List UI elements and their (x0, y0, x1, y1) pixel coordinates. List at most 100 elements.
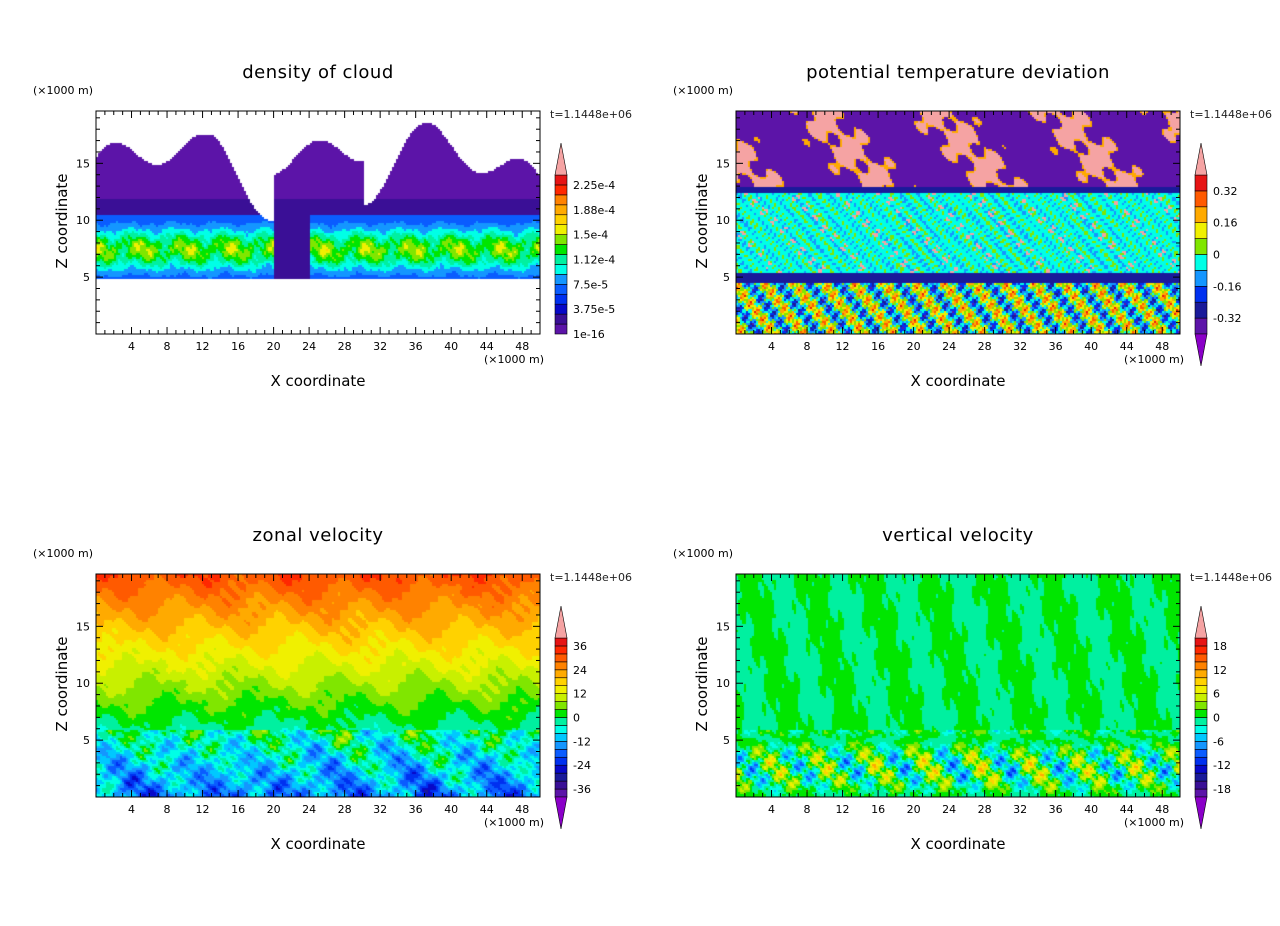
x-tick-label: 24 (302, 340, 316, 353)
colorbar-box (554, 274, 568, 285)
colorbar-box (554, 748, 568, 758)
x-tick-label: 28 (338, 340, 352, 353)
x-tick-label: 20 (267, 803, 281, 816)
x-tick-label: 4 (768, 340, 775, 353)
x-tick-label: 20 (907, 803, 921, 816)
colorbar-box (554, 204, 568, 216)
colorbar-label: 0 (1213, 712, 1220, 725)
colorbar-box (1194, 661, 1208, 671)
colorbar-box (554, 669, 568, 679)
colorbar-label: -6 (1213, 735, 1224, 748)
x-tick-label: 44 (480, 803, 494, 816)
colorbar-box (554, 725, 568, 734)
colorbar-box (554, 677, 568, 686)
colorbar-box (1194, 709, 1208, 718)
x-tick-label: 28 (978, 803, 992, 816)
x-tick-label: 20 (907, 340, 921, 353)
axes: 4 8 12 16 20 24 28 32 36 40 44 48510151e-163.75e-57… (76, 110, 615, 353)
colorbar-box (1194, 301, 1208, 319)
colorbar-box (1194, 222, 1208, 239)
colorbar-box (554, 293, 568, 305)
y-tick-label: 10 (716, 214, 730, 227)
x-tick-label: 48 (1155, 340, 1169, 353)
contour-field (96, 574, 540, 797)
x-tick-label: 12 (196, 340, 210, 353)
colorbar-label: -0.16 (1213, 280, 1241, 293)
x-tick-label: 32 (1013, 803, 1027, 816)
colorbar-label: -36 (573, 783, 591, 796)
colorbar-box (554, 693, 568, 702)
time-label: t=1.1448e+06 (550, 571, 633, 584)
colorbar-box (1194, 772, 1208, 782)
x-tick-label: 24 (302, 803, 316, 816)
colorbar-label: 0 (1213, 249, 1220, 262)
x-tick-label: 16 (231, 340, 245, 353)
colorbar-bottom-triangle (554, 796, 568, 830)
colorbar-box (1194, 741, 1208, 750)
x-tick-label: 44 (1120, 803, 1134, 816)
axes: 4 8 12 16 20 24 28 32 36 40 44 4851015-0.32-0.1600.… (716, 110, 1241, 367)
colorbar-box (554, 254, 568, 265)
x-tick-label: 48 (1155, 803, 1169, 816)
y-tick-label: 15 (716, 157, 730, 170)
colorbar-box (554, 174, 568, 186)
y-tick-label: 15 (716, 620, 730, 633)
y-tick-label: 5 (723, 271, 730, 284)
x-tick-label: 48 (515, 803, 529, 816)
colorbar-box (554, 214, 568, 225)
colorbar-label: -24 (573, 759, 591, 772)
x-tick-label: 40 (444, 803, 458, 816)
time-label: t=1.1448e+06 (550, 108, 633, 121)
chart-title: zonal velocity (252, 525, 384, 546)
colorbar-box (554, 194, 568, 206)
colorbar-top-triangle (554, 142, 568, 176)
x-tick-label: 40 (1084, 340, 1098, 353)
colorbar-box (554, 184, 568, 196)
x-tick-label: 48 (515, 340, 529, 353)
x-tick-label: 12 (196, 803, 210, 816)
x-tick-label: 4 (128, 803, 135, 816)
colorbar-top-triangle (1194, 605, 1208, 639)
x-unit-label: (×1000 m) (1124, 353, 1185, 366)
y-tick-label: 10 (76, 677, 90, 690)
colorbar-label: 3.75e-5 (573, 303, 615, 316)
x-tick-label: 4 (768, 803, 775, 816)
x-tick-label: 12 (836, 340, 850, 353)
axes: 4 8 12 16 20 24 28 32 36 40 44 4851015-36-24-120122… (76, 573, 591, 830)
x-axis-label: X coordinate (270, 835, 366, 853)
plot-potential-temperature-deviation: potential temperature deviation (×1000 m)… (640, 0, 1280, 463)
colorbar-box (554, 709, 568, 718)
plot-vertical-velocity: vertical velocity (×1000 m) (×1000 m) t=1.1… (640, 463, 1280, 926)
x-tick-label: 12 (836, 803, 850, 816)
colorbar-box (554, 653, 568, 663)
x-tick-label: 32 (373, 340, 387, 353)
colorbar-label: 7.5e-5 (573, 278, 608, 291)
y-tick-label: 10 (716, 677, 730, 690)
x-tick-label: 8 (164, 340, 171, 353)
colorbar-label: 1e-16 (573, 328, 605, 341)
y-tick-label: 10 (76, 214, 90, 227)
x-tick-label: 28 (338, 803, 352, 816)
x-tick-label: 16 (871, 340, 885, 353)
colorbar-box (554, 685, 568, 694)
colorbar-box (1194, 756, 1208, 766)
colorbar-box (554, 717, 568, 726)
colorbar-box (1194, 317, 1208, 335)
x-tick-label: 40 (1084, 803, 1098, 816)
colorbar-box (1194, 725, 1208, 734)
colorbar-box (1194, 653, 1208, 663)
colorbar-box (1194, 685, 1208, 694)
x-tick-label: 36 (1049, 803, 1063, 816)
colorbar-box (1194, 701, 1208, 710)
colorbar-label: 12 (573, 688, 587, 701)
contour-field (96, 111, 540, 334)
colorbar-bottom-triangle (1194, 796, 1208, 830)
y-unit-label: (×1000 m) (673, 547, 734, 560)
colorbar-box (554, 741, 568, 750)
x-tick-label: 20 (267, 340, 281, 353)
x-tick-label: 32 (373, 803, 387, 816)
x-axis-label: X coordinate (910, 372, 1006, 390)
x-tick-label: 8 (164, 803, 171, 816)
x-axis-label: X coordinate (270, 372, 366, 390)
colorbar-bottom-triangle (1194, 333, 1208, 367)
